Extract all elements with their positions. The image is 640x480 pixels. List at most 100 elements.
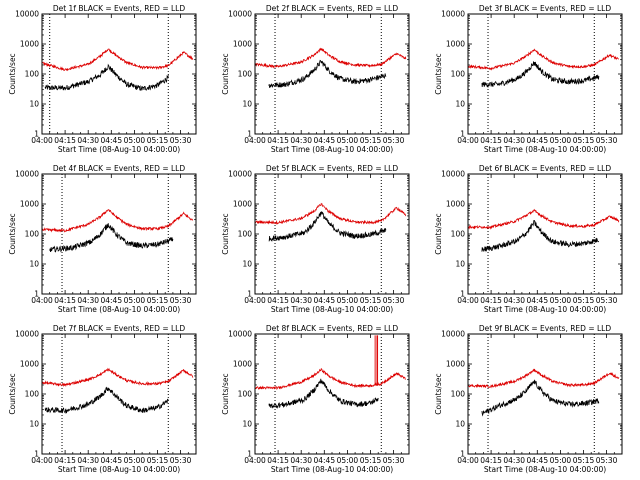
x-tick-label: 05:30 xyxy=(596,296,618,305)
x-tick-label: 05:00 xyxy=(550,296,572,305)
lld-series-line xyxy=(41,48,194,72)
x-axis-label: Start Time (08-Aug-10 04:00:00) xyxy=(58,145,180,154)
x-tick-label: 04:15 xyxy=(480,456,502,465)
x-axis-label: Start Time (08-Aug-10 04:00:00) xyxy=(58,465,180,474)
x-tick-label: 05:15 xyxy=(360,456,382,465)
y-tick-label: 1000 xyxy=(20,40,39,49)
x-tick-label: 04:00 xyxy=(31,136,53,145)
x-tick-label: 05:00 xyxy=(337,136,359,145)
panel-3: Det 3f BLACK = Events, RED = LLD 1 10 100 10… xyxy=(434,4,623,154)
x-tick-label: 05:15 xyxy=(360,136,382,145)
y-tick-label: 10 xyxy=(242,100,252,109)
panel-1: Det 1f BLACK = Events, RED = LLD 1 10 100 10… xyxy=(8,4,197,154)
y-tick-label: 1 xyxy=(460,290,465,299)
x-tick-label: 04:00 xyxy=(457,296,479,305)
x-tick-label: 05:30 xyxy=(596,456,618,465)
events-series-line xyxy=(49,223,174,253)
x-tick-label: 05:30 xyxy=(383,456,405,465)
x-tick-label: 04:00 xyxy=(31,296,53,305)
y-tick-label: 1 xyxy=(460,450,465,459)
x-tick-label: 04:30 xyxy=(503,136,525,145)
events-series-line xyxy=(44,386,169,414)
y-tick-label: 10 xyxy=(242,420,252,429)
panel-title: Det 1f BLACK = Events, RED = LLD xyxy=(53,4,186,13)
y-tick-label: 10 xyxy=(29,420,39,429)
panel-title: Det 2f BLACK = Events, RED = LLD xyxy=(266,4,399,13)
x-tick-label: 04:15 xyxy=(480,296,502,305)
lld-series-line xyxy=(254,47,407,69)
panel-5: Det 5f BLACK = Events, RED = LLD 1 10 100 10… xyxy=(221,164,410,314)
lld-series-line xyxy=(467,368,620,389)
y-tick-label: 100 xyxy=(25,230,40,239)
y-axis-label: Counts/sec xyxy=(221,53,230,94)
x-tick-label: 05:15 xyxy=(147,456,169,465)
x-tick-label: 04:00 xyxy=(244,136,266,145)
x-tick-label: 05:30 xyxy=(170,136,192,145)
events-series-line xyxy=(268,59,387,88)
y-tick-label: 100 xyxy=(238,230,253,239)
y-tick-label: 100 xyxy=(238,70,253,79)
x-tick-label: 05:00 xyxy=(124,456,146,465)
y-tick-label: 1000 xyxy=(20,360,39,369)
y-tick-label: 1 xyxy=(247,130,252,139)
x-tick-label: 04:15 xyxy=(480,136,502,145)
y-tick-label: 1 xyxy=(34,130,39,139)
panel-2: Det 2f BLACK = Events, RED = LLD 1 10 100 10… xyxy=(221,4,410,154)
events-series-line xyxy=(481,61,600,89)
x-axis-label: Start Time (08-Aug-10 04:00:00) xyxy=(58,305,180,314)
y-axis-label: Counts/sec xyxy=(434,53,443,94)
y-tick-label: 1 xyxy=(34,450,39,459)
y-axis-label: Counts/sec xyxy=(8,373,17,414)
x-tick-label: 04:30 xyxy=(77,296,99,305)
plot-frame xyxy=(254,173,410,295)
x-tick-label: 04:45 xyxy=(526,456,548,465)
x-axis-label: Start Time (08-Aug-10 04:00:00) xyxy=(271,145,393,154)
y-tick-label: 1000 xyxy=(446,40,465,49)
x-tick-label: 05:15 xyxy=(147,136,169,145)
y-tick-label: 10 xyxy=(455,100,465,109)
panel-title: Det 8f BLACK = Events, RED = LLD xyxy=(266,324,399,333)
panel-title: Det 4f BLACK = Events, RED = LLD xyxy=(53,164,186,173)
y-tick-label: 100 xyxy=(238,390,253,399)
y-tick-label: 100 xyxy=(25,390,40,399)
y-tick-label: 1 xyxy=(34,290,39,299)
x-tick-label: 04:45 xyxy=(100,296,122,305)
x-tick-label: 04:15 xyxy=(54,296,76,305)
y-tick-label: 1 xyxy=(247,450,252,459)
y-axis-label: Counts/sec xyxy=(221,373,230,414)
x-tick-label: 04:15 xyxy=(54,456,76,465)
y-tick-label: 10000 xyxy=(441,10,465,19)
x-tick-label: 04:30 xyxy=(290,136,312,145)
x-tick-label: 04:45 xyxy=(313,136,335,145)
x-tick-label: 04:15 xyxy=(267,456,289,465)
y-tick-label: 1000 xyxy=(233,200,252,209)
y-axis-label: Counts/sec xyxy=(8,53,17,94)
y-tick-label: 10000 xyxy=(15,10,39,19)
x-tick-label: 04:15 xyxy=(54,136,76,145)
panel-title: Det 6f BLACK = Events, RED = LLD xyxy=(479,164,612,173)
lld-series-line xyxy=(41,209,194,233)
y-tick-label: 10 xyxy=(455,260,465,269)
y-axis-label: Counts/sec xyxy=(434,373,443,414)
events-series-line xyxy=(268,211,387,242)
y-tick-label: 10 xyxy=(29,100,39,109)
x-tick-label: 05:30 xyxy=(383,296,405,305)
y-tick-label: 1000 xyxy=(233,360,252,369)
panel-title: Det 3f BLACK = Events, RED = LLD xyxy=(479,4,612,13)
panel-7: Det 7f BLACK = Events, RED = LLD 1 10 100 10… xyxy=(8,324,197,474)
x-tick-label: 05:15 xyxy=(573,296,595,305)
y-tick-label: 1000 xyxy=(446,200,465,209)
x-tick-label: 04:00 xyxy=(244,296,266,305)
plot-frame xyxy=(41,333,197,455)
x-tick-label: 05:30 xyxy=(170,456,192,465)
x-axis-label: Start Time (08-Aug-10 04:00:00) xyxy=(484,145,606,154)
x-tick-label: 04:30 xyxy=(503,456,525,465)
x-tick-label: 04:00 xyxy=(457,136,479,145)
x-tick-label: 04:30 xyxy=(290,456,312,465)
y-tick-label: 10000 xyxy=(228,170,252,179)
x-tick-label: 04:00 xyxy=(457,456,479,465)
x-tick-label: 04:45 xyxy=(100,136,122,145)
x-tick-label: 04:15 xyxy=(267,136,289,145)
x-tick-label: 04:30 xyxy=(290,296,312,305)
